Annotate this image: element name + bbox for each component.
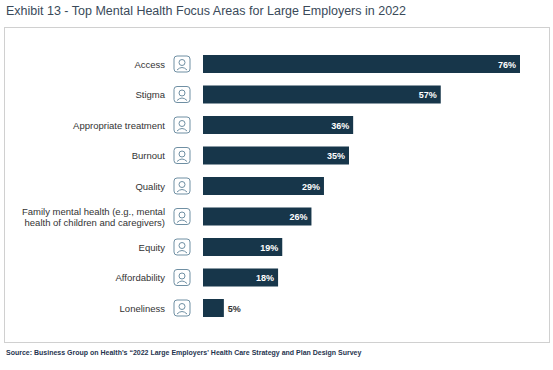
category-label-line: Affordability [116,272,166,283]
icon-shape [174,178,190,194]
category-label-line: Burnout [132,150,166,161]
category-label: Loneliness [120,303,166,314]
bar [203,55,520,73]
category-label: Family mental health (e.g., mentalhealth… [22,206,165,228]
category-label: Quality [135,181,165,192]
icon [174,239,190,255]
bar [203,177,324,195]
icon-shape [179,60,185,66]
icon [174,209,190,225]
category-label: Access [134,59,165,70]
category-label: Affordability [116,272,166,283]
icon-shape [174,300,190,316]
category-label-line: Equity [139,242,166,253]
icon-shape [177,190,187,193]
icon-shape [174,148,190,164]
bar [203,147,349,165]
bar [203,208,311,226]
bar [203,269,278,287]
category-label: Equity [139,242,166,253]
bar [203,116,353,134]
category-label-line: Access [134,59,165,70]
icon-shape [179,90,185,96]
icon [174,270,190,286]
category-label-line: Loneliness [120,303,166,314]
category-label: Appropriate treatment [73,120,165,131]
bars [203,55,520,317]
icon-shape [177,281,187,284]
icon-shape [179,121,185,127]
category-label: Stigma [135,89,165,100]
labels: Access 76% Stigma 57% Appropriate treatment 3… [22,56,516,316]
icon-shape [177,220,187,223]
icon-shape [177,159,187,162]
icon-shape [179,182,185,188]
icon-shape [174,56,190,72]
data-label: 26% [289,212,307,222]
category-label-line: Appropriate treatment [73,120,165,131]
icon [174,87,190,103]
data-label: 76% [498,60,516,70]
icon [174,148,190,164]
icon-shape [174,270,190,286]
data-label: 19% [260,243,278,253]
category-label-line: health of children and caregivers) [25,217,165,228]
bar [203,86,441,104]
icon-shape [177,251,187,254]
icon-shape [177,68,187,71]
icon-shape [177,129,187,132]
data-label: 29% [302,182,320,192]
chart-root: Exhibit 13 - Top Mental Health Focus Are… [0,0,553,370]
icon-shape [177,98,187,101]
icon-shape [174,117,190,133]
title: Exhibit 13 - Top Mental Health Focus Are… [6,4,406,18]
icon-shape [179,304,185,310]
icon [174,117,190,133]
data-label: 18% [256,273,274,283]
icon-shape [174,239,190,255]
data-label: 5% [228,304,241,314]
source: Source: Business Group on Health's “2022… [6,349,361,357]
frame [5,28,550,343]
icon-shape [179,151,185,157]
icon-shape [174,209,190,225]
icon-shape [179,243,185,249]
bar [203,299,224,317]
data-label: 35% [327,151,345,161]
data-label: 57% [419,90,437,100]
data-label: 36% [331,121,349,131]
category-label-line: Family mental health (e.g., mental [22,206,165,217]
category-label: Burnout [132,150,166,161]
icon [174,178,190,194]
icon-shape [177,312,187,315]
category-label-line: Stigma [135,89,165,100]
icon [174,300,190,316]
category-label-line: Quality [135,181,165,192]
bar [203,238,282,256]
icon-shape [179,212,185,218]
icon-shape [174,87,190,103]
icon [174,56,190,72]
icon-shape [179,273,185,279]
